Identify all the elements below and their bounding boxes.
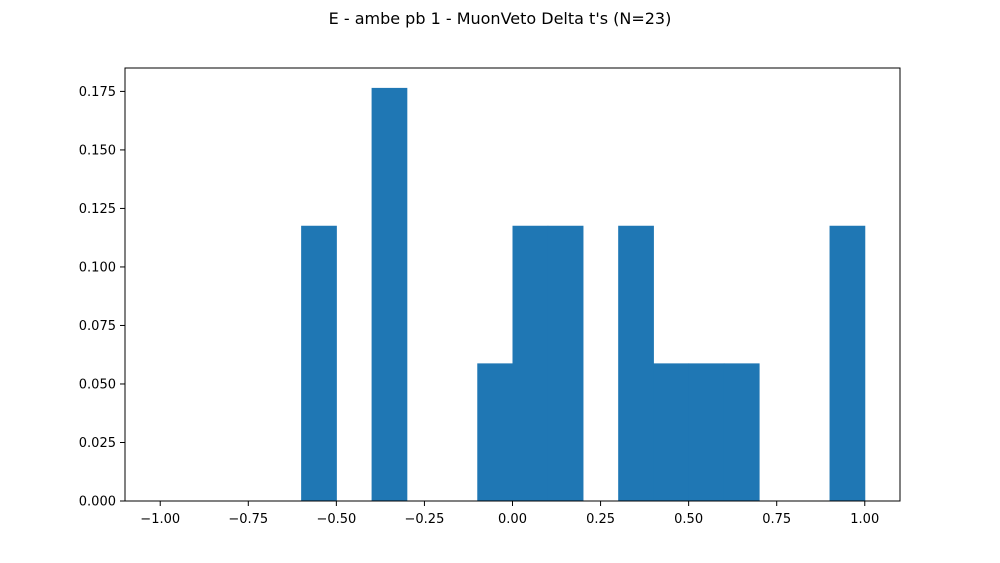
histogram-bar: [371, 87, 408, 501]
x-tick-label: −0.75: [228, 512, 268, 527]
plot-frame: [124, 67, 901, 502]
y-tick-label: 0.000: [79, 495, 116, 510]
x-axis: −1.00 −0.75 −0.50 −0.25 0.00 0.25 0.50 0.75 1.00: [140, 501, 879, 527]
x-tick-label: 1.00: [850, 512, 879, 527]
y-tick-label: 0.175: [79, 85, 116, 100]
x-tick-label: 0.50: [674, 512, 703, 527]
histogram-bar: [301, 225, 337, 501]
histogram-bar: [688, 363, 725, 501]
y-tick-label: 0.100: [79, 260, 116, 275]
x-tick-label: −0.50: [316, 512, 356, 527]
y-tick-label: 0.025: [79, 436, 116, 451]
y-axis: 0.000 0.025 0.050 0.075 0.100 0.125 0.150 0.175: [79, 85, 125, 510]
histogram-bar: [618, 225, 654, 501]
histogram-bar: [723, 363, 760, 501]
x-tick-label: 0.25: [586, 512, 615, 527]
chart-title: E - ambe pb 1 - MuonVeto Delta t's (N=23…: [329, 9, 672, 28]
histogram-bar: [829, 225, 866, 501]
histogram-bar: [512, 225, 549, 501]
x-tick-label: 0.00: [498, 512, 527, 527]
bars-layer: [301, 87, 866, 501]
x-tick-label: −1.00: [140, 512, 180, 527]
x-tick-label: −0.25: [405, 512, 445, 527]
x-tick-label: 0.75: [762, 512, 791, 527]
histogram-bar: [477, 363, 513, 501]
y-tick-label: 0.150: [79, 143, 116, 158]
histogram-bar: [653, 363, 690, 501]
histogram-bar: [547, 225, 584, 501]
y-tick-label: 0.050: [79, 377, 116, 392]
y-tick-label: 0.125: [79, 202, 116, 217]
y-tick-label: 0.075: [79, 319, 116, 334]
